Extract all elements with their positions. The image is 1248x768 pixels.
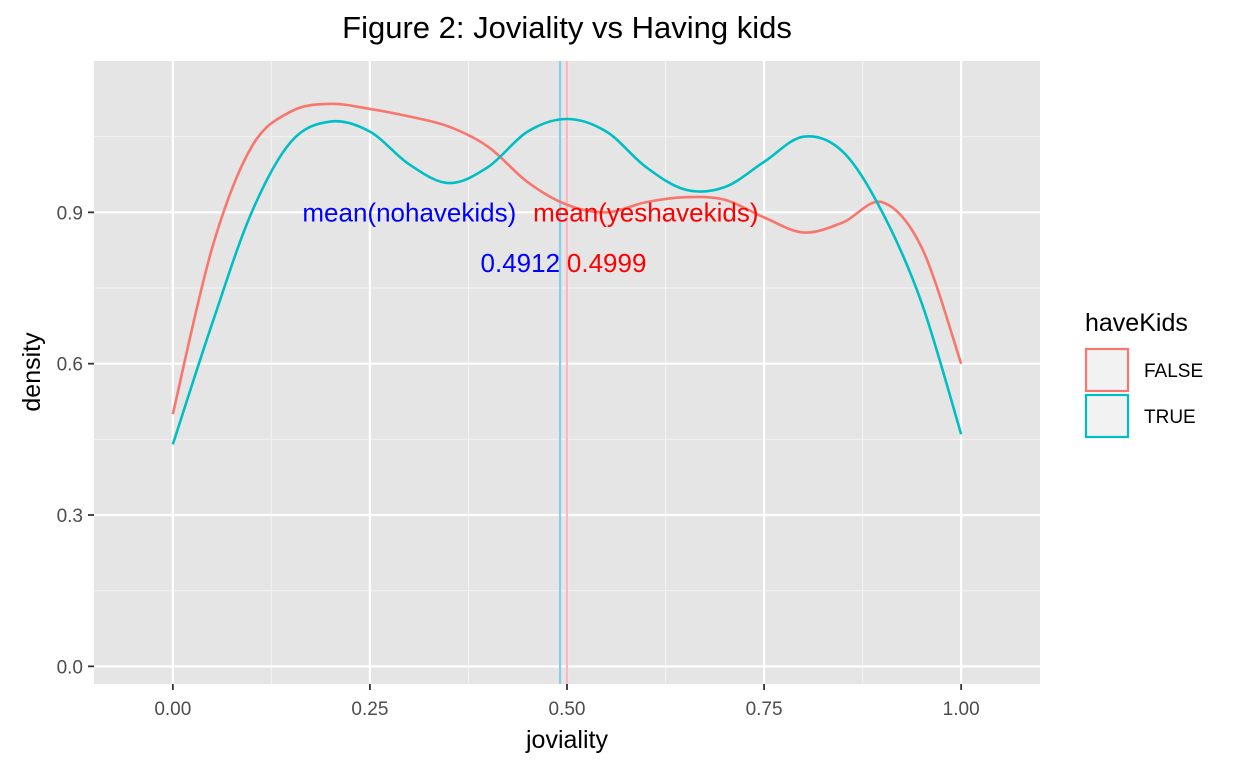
y-axis: 0.0 0.3 0.6 0.9 [57,203,94,678]
annotation-1: mean(yeshavekids) [533,197,758,227]
y-axis-title: density [18,332,46,412]
density-curve-true [171,117,963,445]
legend-key-false [1084,347,1130,393]
x-tick-label: 0.00 [154,699,191,720]
mean-lines [558,61,569,684]
x-tick-label: 0.50 [549,699,586,720]
density-curves [171,102,963,445]
x-axis-title: joviality [525,726,608,754]
density-curve-false [171,102,963,415]
x-axis: 0.00 0.25 0.50 0.75 1.00 [154,684,980,720]
y-tick-label: 0.3 [57,506,83,527]
legend-label-true: TRUE [1144,407,1196,428]
x-tick-label: 1.00 [943,699,980,720]
x-tick-label: 0.75 [746,699,783,720]
x-tick-label: 0.25 [351,699,388,720]
annotations: mean(nohavekids) mean(yeshavekids) 0.4912 0… [302,197,758,277]
y-tick-label: 0.0 [57,657,83,678]
legend-key-true [1084,393,1130,439]
y-tick-label: 0.6 [57,355,83,376]
legend-label-false: FALSE [1144,361,1203,382]
annotation-3: 0.4999 [567,248,647,278]
annotation-2: 0.4912 [481,248,561,278]
legend-title: haveKids [1085,309,1188,337]
legend: haveKids FALSE TRUE [1084,309,1203,439]
chart-title: Figure 2: Joviality vs Having kids [342,10,792,45]
annotation-0: mean(nohavekids) [302,197,516,227]
y-tick-label: 0.9 [57,203,83,224]
